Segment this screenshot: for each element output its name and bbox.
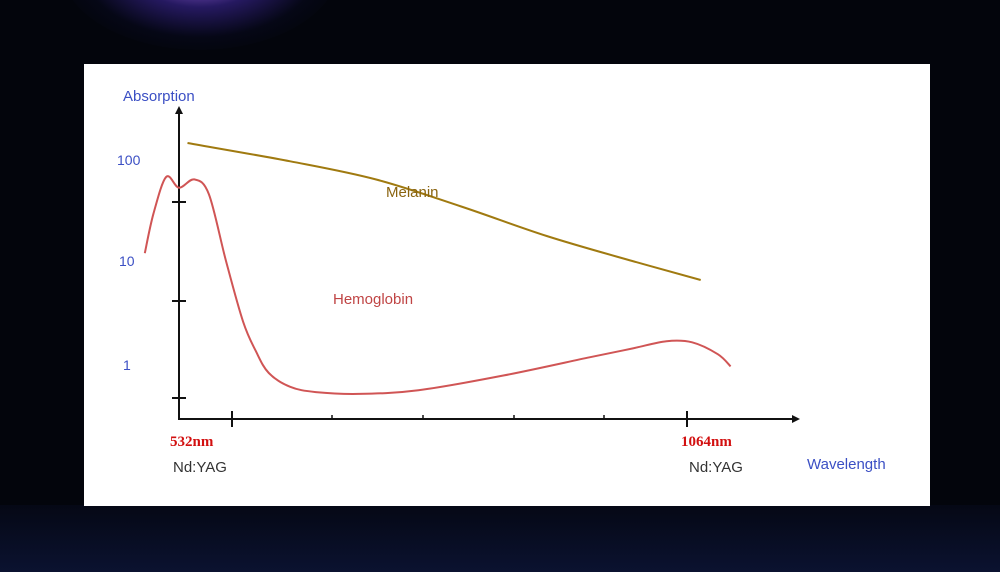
y-axis-title: Absorption [123,88,195,105]
wavelength-label-532: 532nm [170,434,214,450]
background-haze [0,505,1000,572]
background-glow [60,0,340,50]
absorption-chart: Absorption Wavelength 100 10 1 532nm Nd:… [117,88,886,476]
x-axis-arrow [792,415,800,423]
hemoglobin-series-label: Hemoglobin [333,291,413,308]
melanin-series-label: Melanin [386,184,439,201]
chart-panel: Absorption Wavelength 100 10 1 532nm Nd:… [84,64,930,506]
y-tick-label-1: 1 [123,357,131,373]
x-axis-title: Wavelength [807,456,886,473]
y-axis-arrow [175,106,183,114]
laser-label-1064: Nd:YAG [689,459,743,476]
wavelength-label-1064: 1064nm [681,434,732,450]
melanin-series-line [187,142,701,281]
y-tick-label-100: 100 [117,152,141,168]
axes [172,106,800,427]
y-tick-label-10: 10 [119,253,135,269]
laser-label-532: Nd:YAG [173,459,227,476]
hemoglobin-series-line [143,175,732,395]
